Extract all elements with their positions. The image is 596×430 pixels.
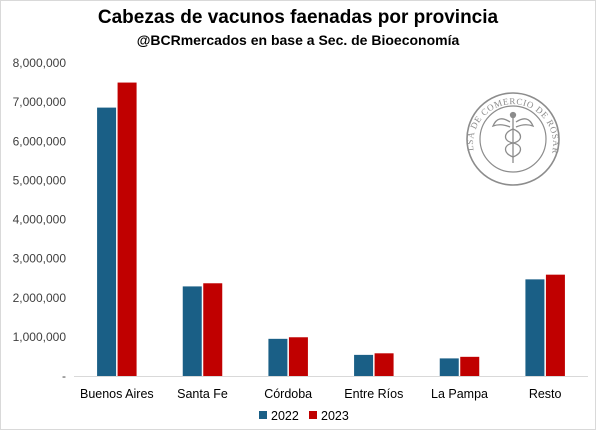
y-tick-label: 8,000,000 — [13, 56, 67, 70]
seal-text: BOLSA DE COMERCIO DE ROSARIO — [0, 0, 561, 155]
bar-2022 — [182, 286, 202, 376]
y-tick-label: 5,000,000 — [13, 173, 67, 187]
bar-2022 — [525, 279, 545, 376]
x-tick-label: Santa Fe — [177, 387, 228, 401]
y-tick-label: - — [62, 369, 66, 383]
x-axis: Buenos Aires Santa Fe Córdoba Entre Ríos La … — [80, 387, 562, 401]
y-tick-label: 4,000,000 — [13, 213, 67, 227]
y-tick-label: 2,000,000 — [13, 291, 67, 305]
bar-2022 — [268, 338, 288, 376]
legend-swatch-2022 — [259, 411, 267, 419]
legend-swatch-2023 — [309, 411, 317, 419]
seal-outer-ring — [466, 92, 560, 186]
y-tick-label: 7,000,000 — [13, 95, 67, 109]
y-tick-label: 1,000,000 — [13, 330, 67, 344]
x-tick-label: Córdoba — [264, 387, 312, 401]
legend-label-2022: 2022 — [271, 409, 299, 423]
x-tick-label: La Pampa — [431, 387, 488, 401]
seal-inner-ring — [479, 105, 547, 173]
x-tick-label: Entre Ríos — [344, 387, 403, 401]
y-tick-label: 3,000,000 — [13, 252, 67, 266]
chart-subtitle: @BCRmercados en base a Sec. de Bioeconom… — [136, 32, 460, 48]
watermark-seal: BOLSA DE COMERCIO DE ROSARIO — [0, 0, 561, 186]
bars — [97, 82, 565, 376]
bar-2023 — [545, 274, 565, 376]
bar-2023 — [288, 337, 308, 376]
legend-label-2023: 2023 — [321, 409, 349, 423]
bar-2023 — [460, 356, 480, 376]
legend: 2022 2023 — [259, 409, 349, 423]
caduceus-icon — [491, 111, 535, 163]
x-tick-label: Buenos Aires — [80, 387, 154, 401]
bar-2023 — [117, 82, 137, 376]
bar-2022 — [97, 107, 117, 376]
bar-2023 — [374, 353, 394, 376]
y-axis: - 1,000,000 2,000,000 3,000,000 4,000,000 5,0… — [13, 56, 67, 383]
y-tick-label: 6,000,000 — [13, 134, 67, 148]
bar-2022 — [354, 354, 374, 376]
chart-title: Cabezas de vacunos faenadas por provinci… — [97, 7, 499, 28]
bar-2023 — [203, 283, 223, 376]
bar-2022 — [439, 358, 459, 376]
x-tick-label: Resto — [529, 387, 562, 401]
